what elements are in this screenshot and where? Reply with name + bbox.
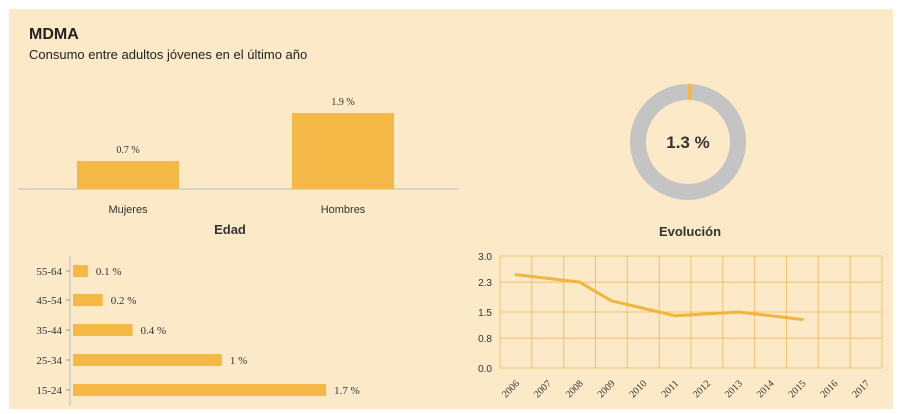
evo-x-tick-label: 2013	[723, 378, 745, 400]
evo-x-tick-label: 2014	[755, 378, 777, 400]
evo-x-tick-label: 2006	[500, 378, 522, 400]
evo-y-tick-label: 1.5	[478, 308, 492, 319]
age-chart-title: Edad	[214, 222, 246, 237]
evo-x-tick-label: 2012	[691, 378, 713, 400]
age-category-label: 45-54	[36, 295, 62, 307]
age-bar	[73, 294, 103, 306]
evo-x-tick-label: 2010	[627, 378, 649, 400]
age-bar	[73, 354, 222, 366]
age-bar	[73, 384, 327, 396]
sex-bar-chart: 0.7 % Mujeres 1.9 % Hombres	[18, 97, 458, 216]
evo-x-tick-label: 2015	[787, 378, 809, 400]
age-bar-value-label: 1 %	[230, 355, 247, 367]
age-bar	[73, 324, 133, 336]
age-bar-value-label: 0.2 %	[111, 295, 137, 307]
sex-category-label: Hombres	[321, 204, 366, 216]
evo-x-tick-label: 2008	[564, 378, 586, 400]
page-subtitle: Consumo entre adultos jóvenes en el últi…	[29, 47, 308, 62]
sex-category-label: Mujeres	[108, 204, 148, 216]
evo-x-tick-label: 2017	[850, 378, 872, 400]
evo-y-tick-label: 0.0	[478, 364, 492, 375]
evo-x-tick-label: 2007	[532, 378, 554, 400]
evo-y-tick-label: 2.3	[478, 278, 492, 289]
page-title: MDMA	[29, 26, 79, 43]
evo-x-tick-label: 2016	[818, 378, 840, 400]
overall-donut-chart: 1.3 %	[630, 84, 746, 200]
donut-center-label: 1.3 %	[666, 133, 709, 152]
age-category-label: 15-24	[36, 385, 62, 397]
evo-y-tick-label: 0.8	[478, 334, 492, 345]
evo-x-tick-label: 2011	[660, 378, 682, 400]
evolution-chart-title: Evolución	[659, 224, 721, 239]
age-bar-value-label: 0.4 %	[141, 325, 167, 337]
sex-bar	[292, 113, 394, 189]
chart-panel	[9, 9, 893, 409]
age-bar	[73, 265, 88, 277]
age-category-label: 35-44	[36, 325, 62, 337]
age-bar-value-label: 1.7 %	[334, 385, 360, 397]
evo-x-tick-label: 2009	[596, 378, 618, 400]
age-category-label: 25-34	[36, 355, 62, 367]
evo-series-line	[514, 273, 804, 321]
sex-bar-value-label: 1.9 %	[331, 97, 354, 108]
donut-value-slice	[630, 84, 746, 200]
age-bar-chart: Edad 55-64 0.1 % 45-54 0.2 % 35-44 0.4 % 25-34 1…	[36, 222, 360, 406]
sex-bar-value-label: 0.7 %	[116, 145, 139, 156]
age-bar-value-label: 0.1 %	[96, 266, 122, 278]
evo-y-tick-label: 3.0	[478, 252, 492, 263]
evolution-line-chart: Evolución 0.0 0.8 1.5 2.3 3.0 2006 2007 2008 2009…	[478, 224, 883, 400]
age-category-label: 55-64	[36, 266, 62, 278]
sex-bar	[77, 161, 179, 189]
